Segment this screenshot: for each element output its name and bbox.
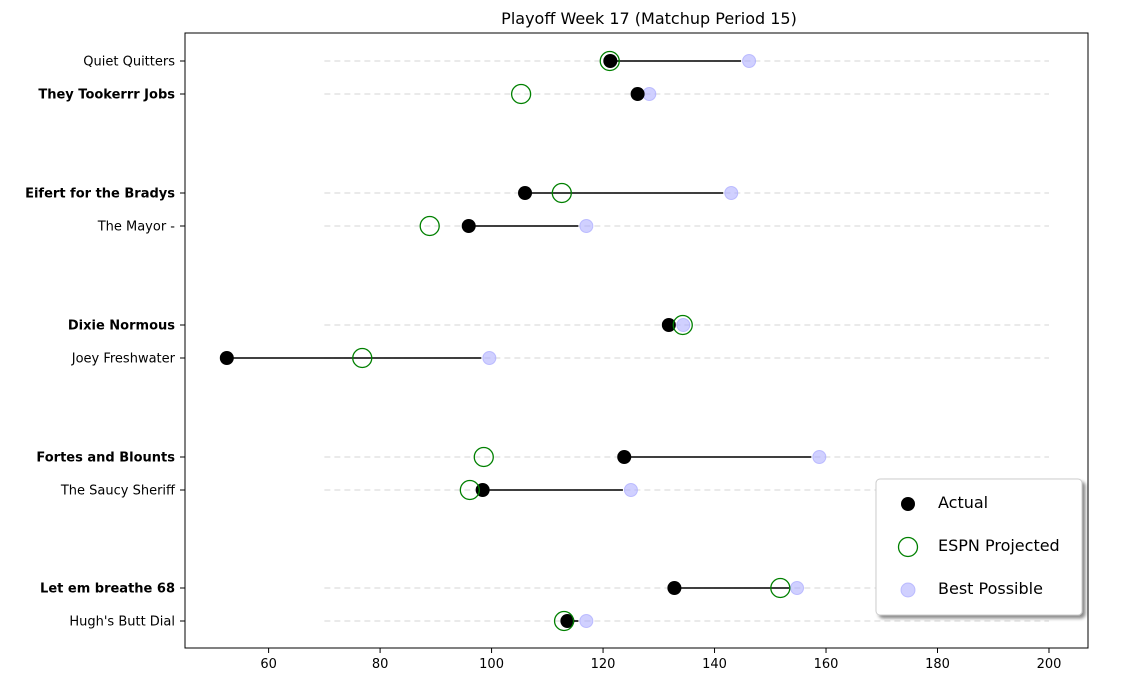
best-possible-point [623, 483, 638, 497]
best-possible-point [482, 351, 497, 365]
best-possible-point [579, 219, 594, 233]
y-tick-label: Joey Freshwater [71, 352, 176, 367]
projected-point [553, 610, 575, 632]
y-tick-label: Eifert for the Bradys [25, 187, 175, 202]
projected-point [551, 182, 572, 204]
chart-title: Playoff Week 17 (Matchup Period 15) [501, 9, 797, 28]
actual-point [461, 219, 476, 233]
actual-point [661, 318, 676, 332]
best-possible-point [742, 54, 757, 68]
legend: Actual ESPN Projected Best Possible [875, 478, 1083, 616]
actual-points [219, 54, 682, 628]
x-tick-label: 160 [814, 657, 839, 672]
actual-point [603, 54, 618, 68]
legend-projected-label: ESPN Projected [938, 536, 1060, 555]
actual-point [518, 186, 533, 200]
y-tick-label: Let em breathe 68 [40, 582, 175, 597]
x-tick-label: 120 [591, 657, 616, 672]
best-possible-point [579, 614, 594, 628]
legend-box [875, 478, 1083, 616]
y-tick-label: The Mayor - [97, 220, 176, 235]
legend-best-marker [900, 582, 916, 598]
projected-point [473, 446, 494, 468]
plot-frame [184, 32, 1089, 649]
actual-point [630, 87, 645, 101]
x-tick-label: 100 [479, 657, 504, 672]
legend-actual-label: Actual [938, 493, 988, 512]
best-possible-point [642, 87, 657, 101]
projected-point [770, 577, 791, 599]
actual-point [617, 450, 632, 464]
x-tick-label: 140 [702, 657, 727, 672]
x-tick-label: 200 [1037, 657, 1062, 672]
best-possible-point [790, 581, 805, 595]
x-tick-label: 180 [925, 657, 950, 672]
y-tick-label: They Tookerrr Jobs [38, 88, 175, 103]
x-tick-label: 80 [372, 657, 389, 672]
projected-point [352, 347, 373, 369]
best-possible-points [482, 54, 827, 628]
legend-projected-marker [897, 536, 919, 558]
y-tick-label: Fortes and Blounts [36, 451, 175, 466]
actual-point [560, 614, 575, 628]
projected-point [459, 479, 480, 501]
y-tick-label: Hugh's Butt Dial [69, 615, 175, 630]
legend-best-label: Best Possible [938, 579, 1043, 598]
y-tick-label: Dixie Normous [68, 319, 175, 334]
best-possible-point [724, 186, 739, 200]
y-tick-label: The Saucy Sheriff [60, 484, 176, 499]
y-tick-label: Quiet Quitters [83, 55, 175, 70]
x-tick-label: 60 [260, 657, 277, 672]
x-axis-ticks: 60 80 100 120 140 160 180 200 [260, 648, 1061, 672]
range-lines [226, 60, 812, 622]
y-axis-ticks: Quiet Quitters They Tookerrr Jobs Eifert f… [25, 55, 185, 630]
actual-point [219, 351, 234, 365]
projected-point [419, 215, 440, 237]
projected-point [510, 83, 532, 105]
projected-points [352, 50, 791, 632]
legend-actual-marker [901, 497, 915, 511]
actual-point [667, 581, 682, 595]
projected-point [599, 50, 620, 72]
projected-point [672, 314, 693, 336]
best-possible-point [676, 318, 691, 332]
best-possible-point [812, 450, 827, 464]
